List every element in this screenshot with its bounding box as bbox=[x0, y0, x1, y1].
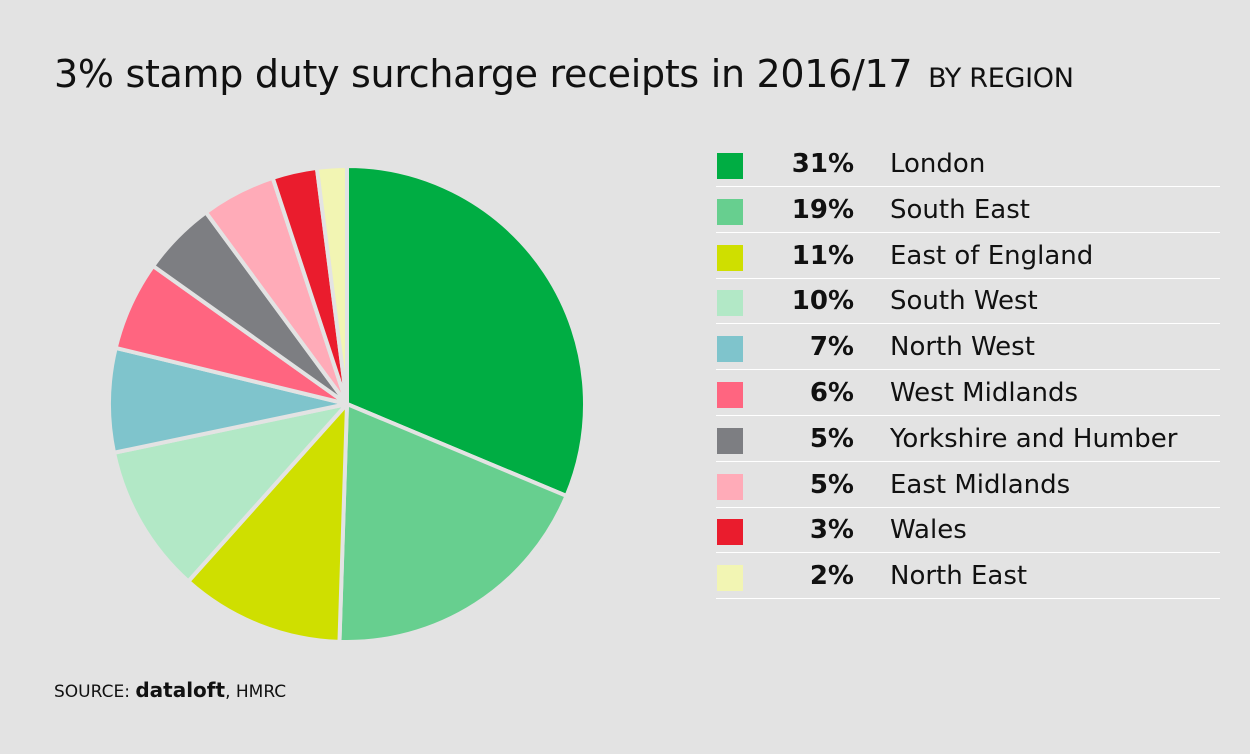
legend-percent: 2% bbox=[809, 561, 854, 592]
chart-title: 3% stamp duty surcharge receipts in 2016… bbox=[54, 52, 1074, 96]
pie-slice-south-west bbox=[112, 402, 349, 584]
legend-label: North West bbox=[890, 332, 1035, 363]
legend-label: Yorkshire and Humber bbox=[890, 423, 1178, 454]
legend-label: East of England bbox=[890, 240, 1094, 271]
legend-item: 19% South East bbox=[716, 188, 1220, 233]
legend-percent: 31% bbox=[791, 149, 854, 179]
legend-percent: 5% bbox=[809, 469, 854, 500]
legend-swatch bbox=[717, 336, 743, 363]
legend-item: 3% Wales bbox=[716, 508, 1220, 554]
legend-item: 10% South West bbox=[716, 279, 1220, 325]
legend-label: London bbox=[890, 149, 986, 179]
legend-label: North East bbox=[890, 561, 1028, 592]
legend-percent: 3% bbox=[809, 515, 854, 546]
legend-percent: 6% bbox=[809, 377, 854, 408]
legend-item: 6% West Midlands bbox=[716, 371, 1220, 416]
pie-slice-north-west bbox=[107, 345, 349, 455]
legend-label: East Midlands bbox=[890, 469, 1071, 500]
legend-percent: 7% bbox=[809, 332, 854, 363]
legend-swatch bbox=[717, 198, 743, 225]
source-brand: dataloft bbox=[135, 678, 226, 702]
legend-swatch bbox=[717, 427, 743, 454]
chart-title-main: 3% stamp duty surcharge receipts in 2016… bbox=[54, 52, 913, 96]
legend-swatch bbox=[717, 565, 743, 592]
chart-title-sub: BY REGION bbox=[928, 63, 1074, 94]
legend-percent: 5% bbox=[809, 423, 854, 454]
legend-item: 5% East Midlands bbox=[716, 463, 1220, 508]
legend: 31% London 19% South East 11% East of England… bbox=[716, 142, 1220, 600]
source-suffix: , HMRC bbox=[225, 682, 287, 702]
legend-swatch bbox=[717, 153, 743, 179]
legend-swatch bbox=[717, 244, 743, 271]
legend-label: Wales bbox=[890, 515, 967, 546]
legend-label: West Midlands bbox=[890, 377, 1079, 408]
legend-item: 31% London bbox=[716, 142, 1220, 187]
legend-swatch bbox=[717, 519, 743, 546]
legend-item: 11% East of England bbox=[716, 234, 1220, 279]
legend-swatch bbox=[717, 473, 743, 500]
source-prefix: SOURCE: bbox=[54, 682, 130, 702]
legend-label: South West bbox=[890, 286, 1038, 317]
legend-percent: 10% bbox=[791, 286, 854, 317]
legend-percent: 19% bbox=[791, 194, 854, 225]
legend-label: South East bbox=[890, 194, 1030, 225]
pie-slice-east-of-england bbox=[186, 402, 349, 644]
legend-item: 5% Yorkshire and Humber bbox=[716, 417, 1220, 462]
legend-swatch bbox=[717, 381, 743, 408]
legend-swatch bbox=[717, 290, 743, 317]
pie-slice-north-east bbox=[314, 163, 349, 406]
legend-item: 7% North West bbox=[716, 325, 1220, 371]
legend-item: 2% North East bbox=[716, 554, 1220, 600]
legend-percent: 11% bbox=[791, 240, 854, 271]
pie-slice-london bbox=[345, 164, 587, 498]
pie-slice-south-east bbox=[337, 402, 569, 644]
source-note: SOURCE: dataloft, HMRC bbox=[54, 678, 286, 702]
